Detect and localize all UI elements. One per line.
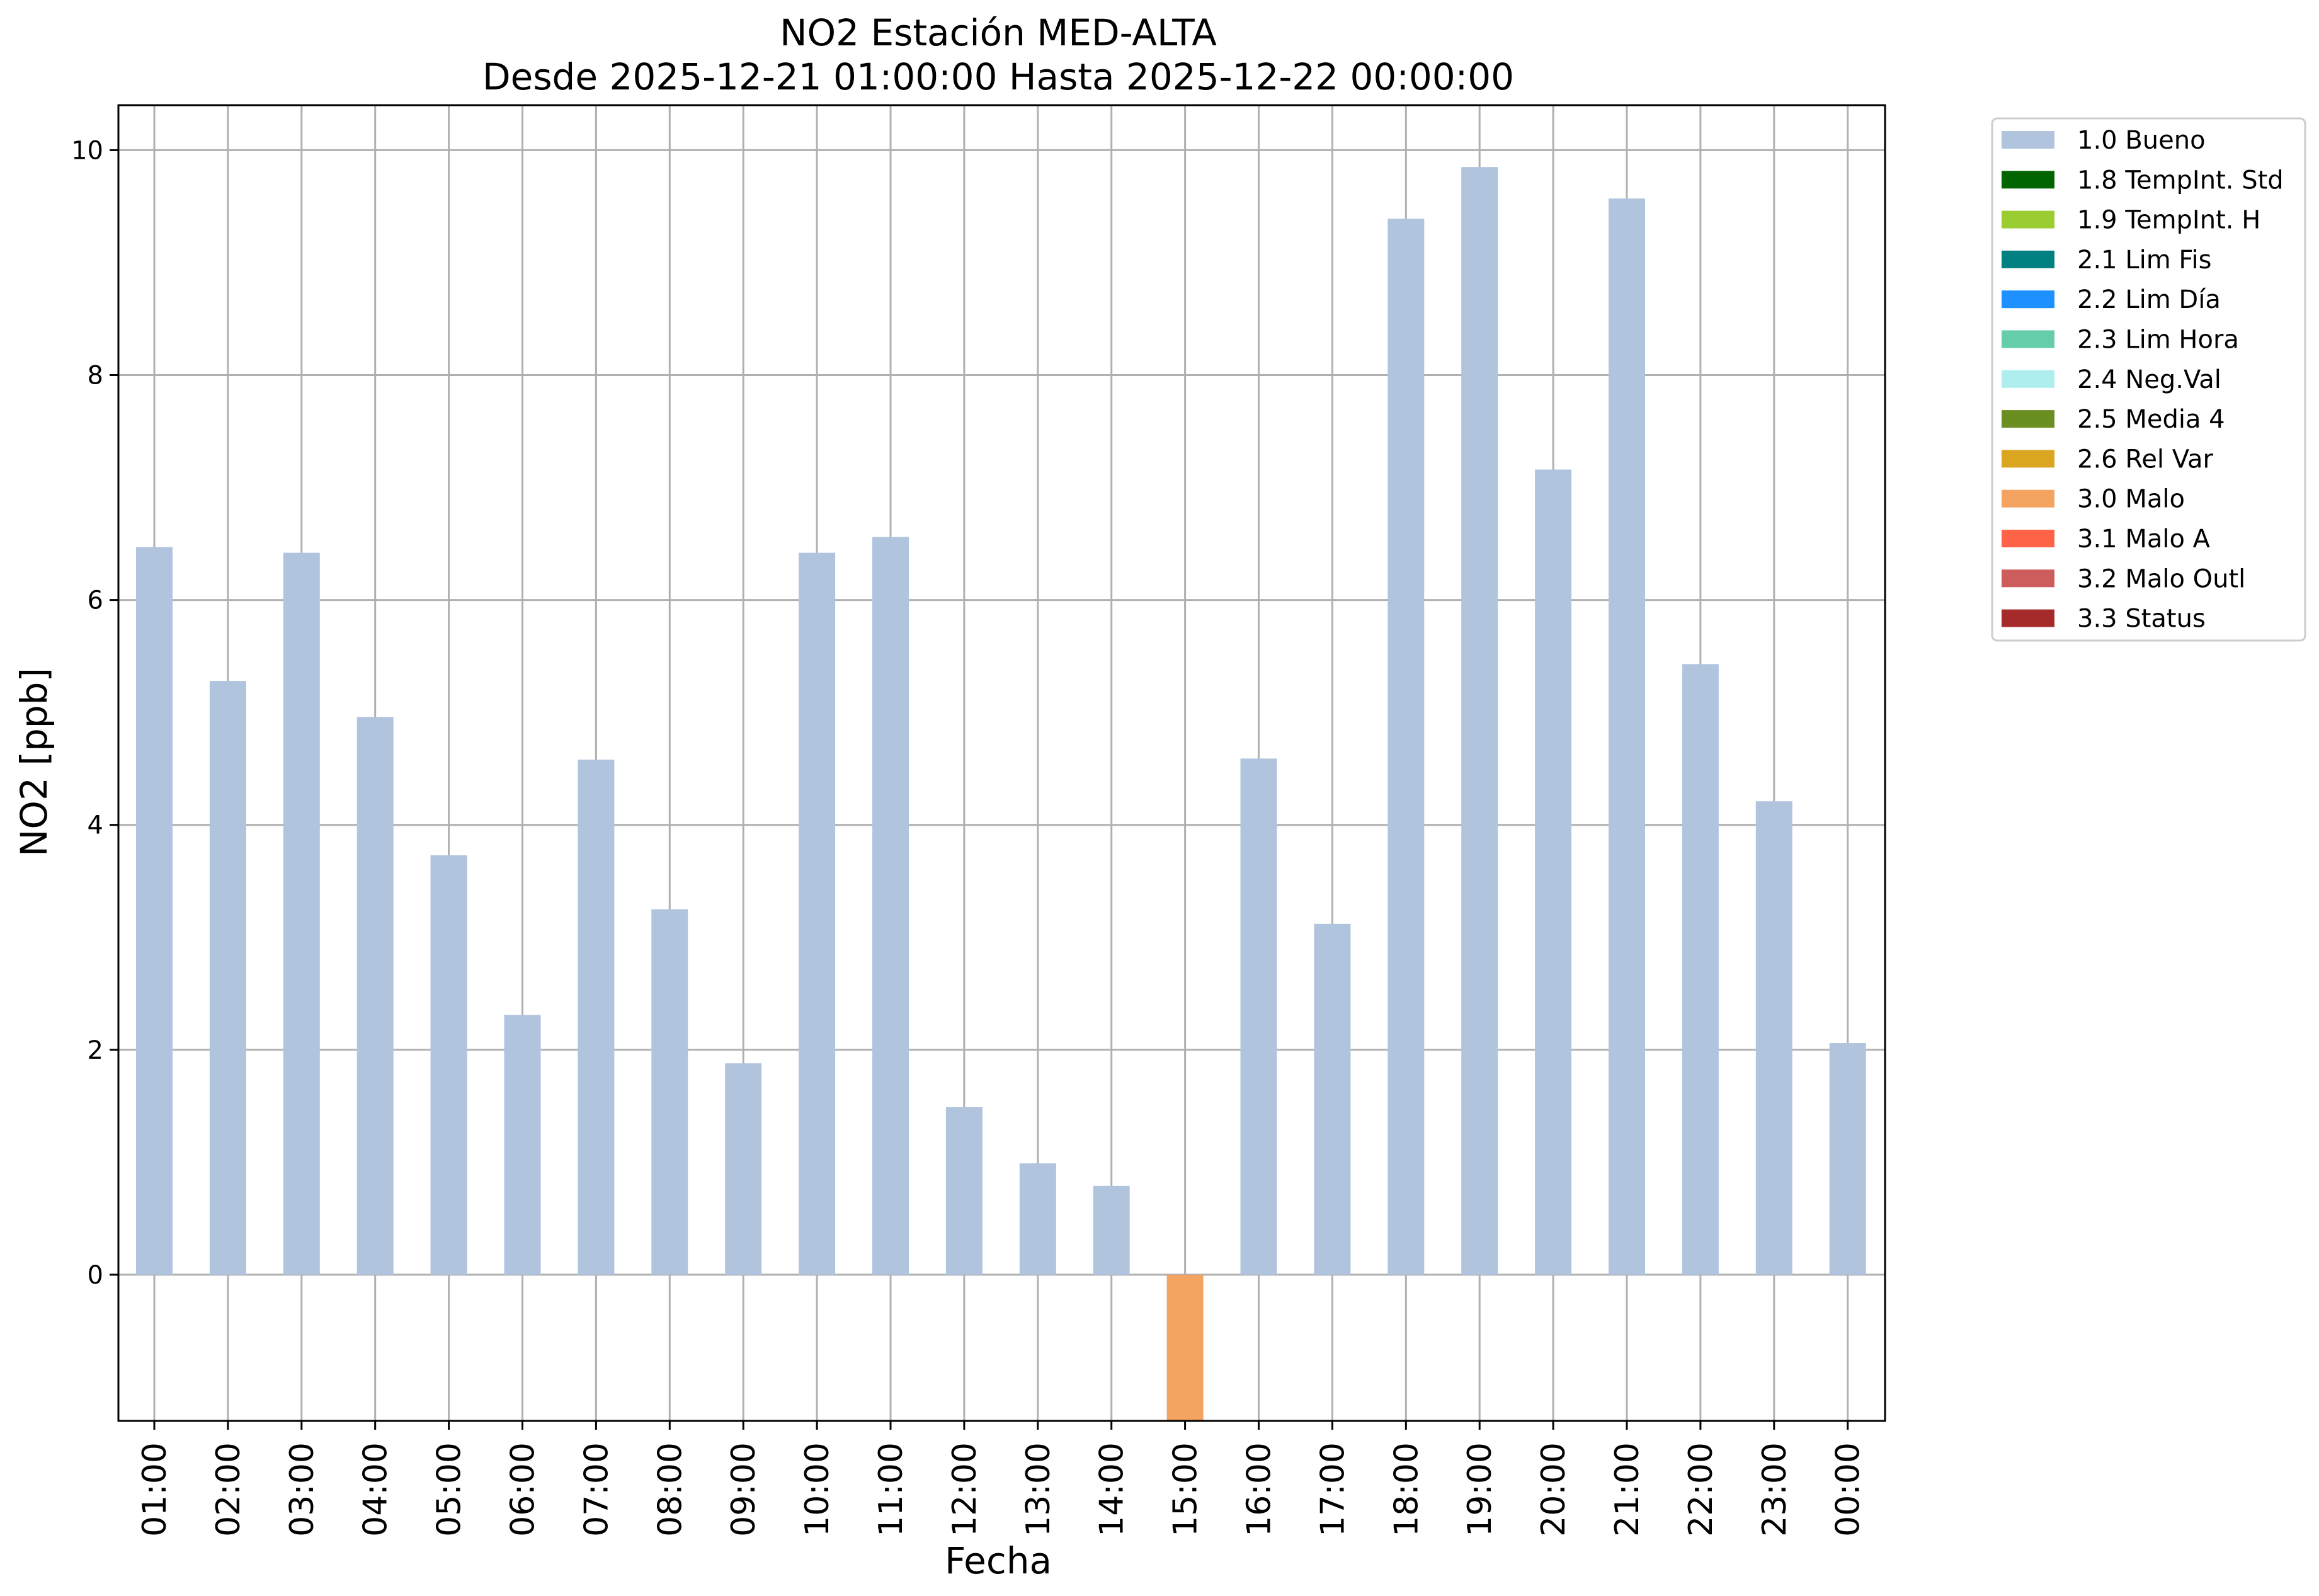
chart-title: NO2 Estación MED-ALTA (780, 11, 1217, 54)
x-tick-label: 00:00 (1830, 1442, 1867, 1537)
legend-swatch (2002, 330, 2054, 348)
legend-swatch (2002, 569, 2054, 588)
x-tick-label: 14:00 (1093, 1442, 1131, 1537)
bar (1461, 167, 1498, 1275)
x-tick-label: 02:00 (210, 1442, 248, 1537)
x-tick-label: 23:00 (1756, 1442, 1794, 1537)
y-tick-label: 4 (88, 811, 103, 840)
y-tick-label: 6 (88, 586, 103, 615)
bar (1019, 1163, 1056, 1275)
bar (1535, 469, 1572, 1275)
legend-label: 1.0 Bueno (2077, 126, 2206, 155)
bars (136, 167, 1866, 1421)
x-tick-label: 15:00 (1167, 1442, 1205, 1537)
bar (799, 552, 836, 1275)
y-tick-label: 8 (88, 362, 103, 390)
chart-subtitle: Desde 2025-12-21 01:00:00 Hasta 2025-12-… (482, 55, 1514, 98)
legend-swatch (2002, 250, 2054, 268)
x-tick-label: 11:00 (872, 1442, 910, 1537)
legend-label: 2.5 Media 4 (2077, 405, 2225, 434)
x-tick-label: 19:00 (1461, 1442, 1499, 1537)
legend-label: 3.1 Malo A (2077, 525, 2211, 554)
x-tick-label: 18:00 (1387, 1442, 1425, 1537)
legend-label: 2.1 Lim Fis (2077, 246, 2211, 275)
y-tick-label: 2 (88, 1036, 103, 1065)
legend-box (1991, 117, 2306, 642)
bar (725, 1063, 762, 1275)
bar (1682, 664, 1719, 1275)
bar (945, 1107, 983, 1275)
legend-swatch (2002, 210, 2054, 229)
bar (872, 537, 909, 1275)
legend-swatch (2002, 450, 2054, 468)
legend-swatch (2002, 370, 2054, 388)
x-tick-label: 06:00 (504, 1442, 542, 1537)
plot-frame (117, 104, 1886, 1422)
legend-label: 2.4 Neg.Val (2077, 365, 2221, 394)
y-tick-label: 0 (88, 1261, 103, 1290)
x-axis-label: Fecha (945, 1539, 1052, 1582)
x-tick-label: 03:00 (283, 1442, 321, 1537)
legend-label: 2.3 Lim Hora (2077, 326, 2239, 355)
bar (1609, 198, 1645, 1275)
legend: 1.0 Bueno 1.8 TempInt. Std 1.9 TempInt. H 2… (1991, 117, 2306, 642)
legend-swatch (2002, 131, 2054, 149)
bar (504, 1015, 541, 1275)
bar (1387, 219, 1425, 1275)
x-tick-label: 13:00 (1020, 1442, 1057, 1537)
y-axis-ticks: 0 2 4 6 8 10 (71, 136, 118, 1290)
bar (1093, 1185, 1130, 1275)
x-tick-label: 05:00 (431, 1442, 469, 1537)
x-tick-label: 04:00 (357, 1442, 395, 1537)
bar (578, 760, 615, 1275)
x-tick-label: 08:00 (651, 1442, 689, 1537)
x-tick-label: 07:00 (578, 1442, 615, 1537)
legend-swatch (2002, 290, 2054, 309)
legend-label: 3.0 Malo (2077, 485, 2185, 514)
x-tick-label: 20:00 (1535, 1442, 1573, 1537)
legend-swatch (2002, 530, 2054, 547)
bar (283, 552, 320, 1275)
y-axis-label: NO2 [ppb] (13, 668, 55, 857)
x-tick-label: 22:00 (1682, 1442, 1720, 1537)
x-tick-label: 10:00 (799, 1442, 836, 1537)
bar (356, 717, 394, 1275)
legend-swatch (2002, 609, 2054, 627)
bar (209, 681, 246, 1275)
x-tick-label: 17:00 (1314, 1442, 1352, 1537)
bar (1829, 1043, 1866, 1275)
legend-label: 1.9 TempInt. H (2077, 206, 2260, 235)
legend-label: 1.8 TempInt. Std (2077, 166, 2284, 195)
legend-label: 3.2 Malo Outl (2077, 564, 2245, 593)
legend-label: 3.3 Status (2077, 605, 2206, 634)
legend-swatch (2002, 171, 2054, 189)
x-tick-label: 21:00 (1609, 1442, 1646, 1537)
x-tick-label: 12:00 (946, 1442, 984, 1537)
legend-swatch (2002, 489, 2054, 508)
bar (651, 909, 688, 1275)
x-tick-label: 16:00 (1241, 1442, 1279, 1537)
x-axis-ticks: 01:00 02:00 03:00 04:00 05:00 06:00 07:00 08:00… (136, 1421, 1867, 1537)
bar (430, 855, 467, 1275)
bar (1755, 801, 1792, 1275)
y-tick-label: 10 (71, 136, 103, 165)
bar (136, 547, 173, 1275)
legend-swatch (2002, 410, 2054, 428)
x-tick-label: 01:00 (136, 1442, 174, 1537)
x-tick-label: 09:00 (725, 1442, 763, 1537)
legend-label: 2.6 Rel Var (2077, 445, 2214, 474)
bar (1240, 758, 1277, 1275)
legend-label: 2.2 Lim Día (2077, 285, 2221, 314)
bar (1314, 923, 1351, 1275)
bar (1166, 1274, 1204, 1421)
